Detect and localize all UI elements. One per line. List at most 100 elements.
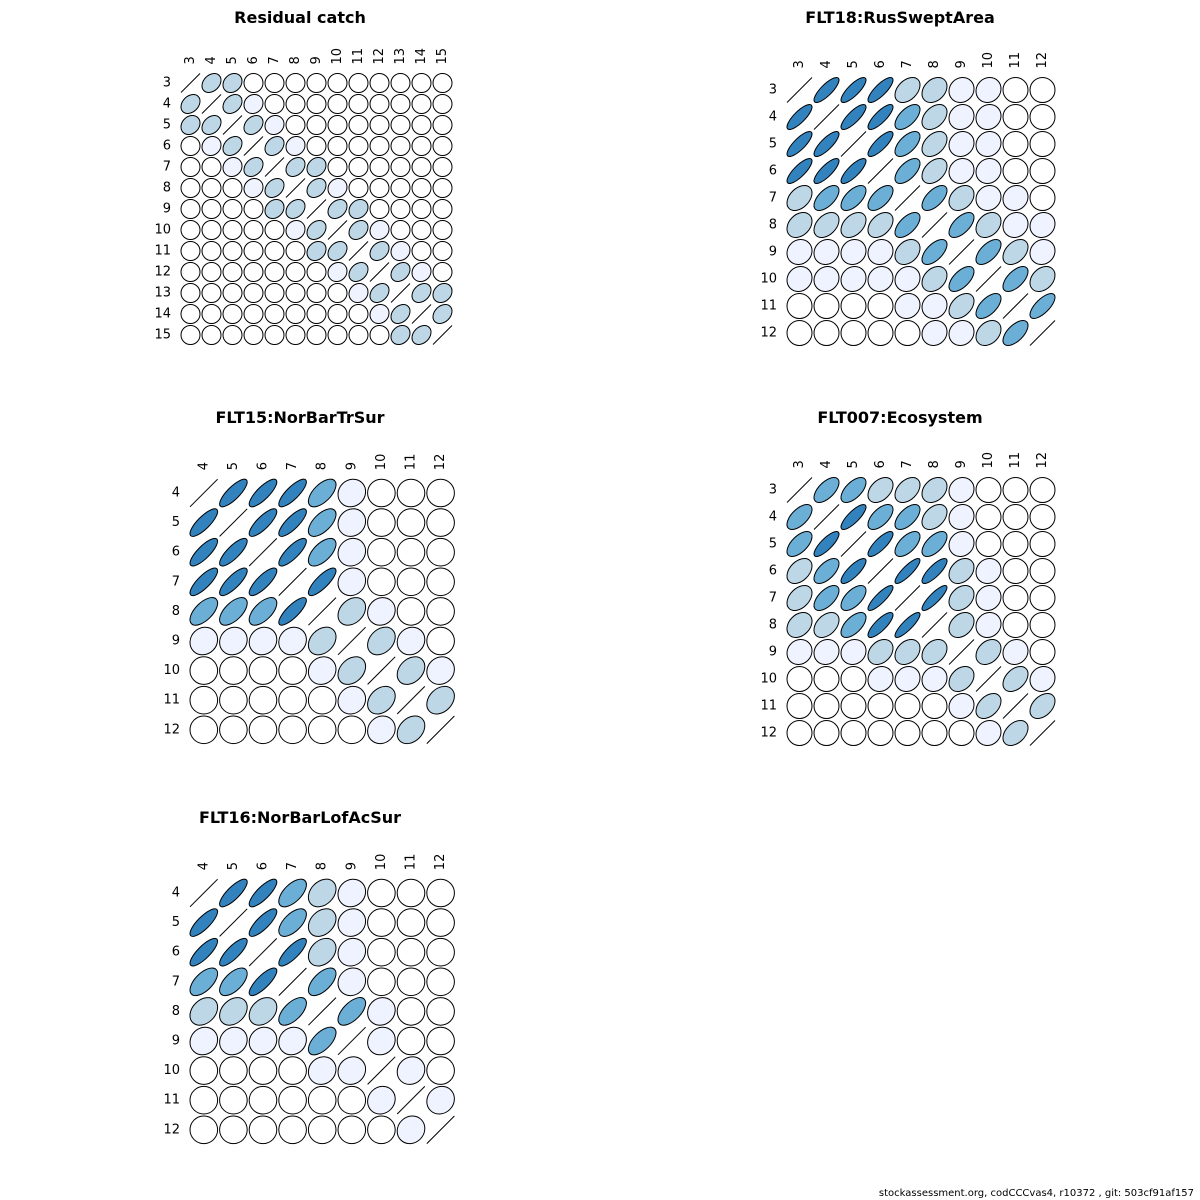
correlation-ellipse	[348, 325, 369, 345]
correlation-ellipse	[306, 73, 327, 93]
correlation-ellipse	[426, 967, 455, 997]
correlation-ellipse	[426, 685, 455, 715]
column-tick-label: 9	[344, 462, 359, 470]
correlation-ellipse	[921, 131, 948, 157]
correlation-ellipse	[813, 693, 840, 719]
correlation-ellipse	[786, 131, 813, 157]
diagonal-mark	[921, 612, 948, 638]
correlation-ellipse	[1029, 531, 1056, 557]
correlation-ellipse	[327, 73, 348, 93]
row-tick-label: 13	[154, 286, 171, 301]
correlation-ellipse	[367, 1115, 396, 1145]
correlation-ellipse	[180, 136, 201, 156]
correlation-ellipse	[411, 73, 432, 93]
correlation-ellipse	[337, 508, 367, 537]
correlation-ellipse	[222, 178, 243, 198]
correlation-ellipse	[180, 241, 201, 261]
correlation-ellipse	[369, 136, 390, 156]
diagonal-mark	[894, 585, 921, 611]
correlation-ellipse	[921, 158, 948, 184]
correlation-ellipse	[307, 1085, 337, 1115]
correlation-ellipse	[278, 1026, 307, 1056]
correlation-ellipse	[306, 94, 327, 114]
row-tick-label: 4	[163, 97, 171, 112]
correlation-ellipse	[948, 666, 975, 692]
correlation-ellipse	[278, 878, 307, 908]
row-tick-label: 7	[769, 591, 777, 606]
correlation-ellipse	[243, 220, 264, 240]
correlation-ellipse	[367, 908, 396, 937]
correlation-ellipse	[948, 692, 975, 720]
correlation-ellipse	[180, 157, 201, 177]
correlation-ellipse	[222, 283, 243, 303]
correlation-ellipse	[426, 508, 455, 537]
correlation-ellipse	[1029, 158, 1056, 184]
row-tick-label: 5	[172, 915, 180, 930]
correlation-ellipse	[975, 504, 1002, 530]
diagonal-mark	[1002, 693, 1029, 719]
correlation-ellipse	[306, 156, 327, 178]
correlation-ellipse	[948, 585, 975, 611]
correlation-ellipse	[222, 304, 243, 324]
correlation-ellipse	[348, 136, 369, 156]
column-tick-label: 3	[792, 460, 807, 468]
correlation-ellipse	[201, 199, 222, 219]
correlation-ellipse	[337, 567, 367, 597]
diagonal-mark	[948, 239, 975, 265]
correlation-ellipse	[813, 293, 840, 319]
correlation-ellipse	[867, 585, 894, 611]
correlation-ellipse	[396, 567, 426, 597]
correlation-ellipse	[396, 967, 426, 997]
correlation-ellipse	[426, 1085, 455, 1115]
correlation-ellipse	[921, 184, 948, 212]
diagonal-mark	[248, 938, 278, 967]
correlation-ellipse	[894, 239, 921, 265]
correlation-ellipse	[337, 597, 367, 626]
correlation-ellipse	[786, 265, 813, 293]
correlation-ellipse	[248, 626, 278, 656]
correlation-ellipse	[921, 530, 948, 558]
correlation-ellipse	[243, 199, 264, 219]
correlation-ellipse	[307, 878, 337, 908]
row-tick-label: 12	[163, 722, 180, 737]
correlation-ellipse	[411, 241, 432, 261]
row-tick-label: 5	[163, 118, 171, 133]
correlation-ellipse	[390, 220, 411, 240]
correlation-ellipse	[921, 665, 948, 693]
row-tick-label: 6	[163, 139, 171, 154]
correlation-ellipse	[1002, 612, 1029, 638]
correlation-ellipse	[921, 585, 948, 611]
diagonal-mark	[840, 131, 867, 157]
row-tick-label: 12	[163, 1122, 180, 1137]
correlation-ellipse	[786, 503, 813, 531]
column-tick-label: 13	[393, 48, 408, 65]
correlation-ellipse	[426, 1026, 455, 1056]
correlation-ellipse	[248, 1056, 278, 1085]
column-tick-label: 6	[256, 462, 271, 470]
column-tick-label: 12	[372, 48, 387, 65]
correlation-ellipse	[367, 508, 396, 537]
column-tick-label: 6	[873, 60, 888, 68]
correlation-ellipse	[264, 262, 285, 282]
column-tick-label: 10	[374, 854, 389, 871]
correlation-ellipse	[264, 73, 285, 93]
correlation-ellipse	[307, 567, 337, 597]
diagonal-mark	[921, 212, 948, 238]
diagonal-mark	[327, 220, 348, 240]
column-tick-label: 9	[309, 56, 324, 64]
diagonal-mark	[1029, 320, 1056, 346]
correlation-ellipse	[222, 72, 243, 94]
correlation-ellipse	[1002, 531, 1029, 557]
correlation-ellipse	[840, 104, 867, 130]
correlation-ellipse	[396, 937, 426, 967]
column-tick-label: 11	[404, 454, 419, 471]
correlation-ellipse	[396, 597, 426, 626]
correlation-ellipse	[285, 241, 306, 261]
column-tick-label: 7	[267, 56, 282, 64]
correlation-ellipse	[264, 325, 285, 345]
correlation-ellipse	[369, 115, 390, 135]
correlation-ellipse	[189, 626, 219, 656]
correlation-ellipse	[367, 626, 396, 656]
correlation-ellipse	[189, 656, 219, 685]
